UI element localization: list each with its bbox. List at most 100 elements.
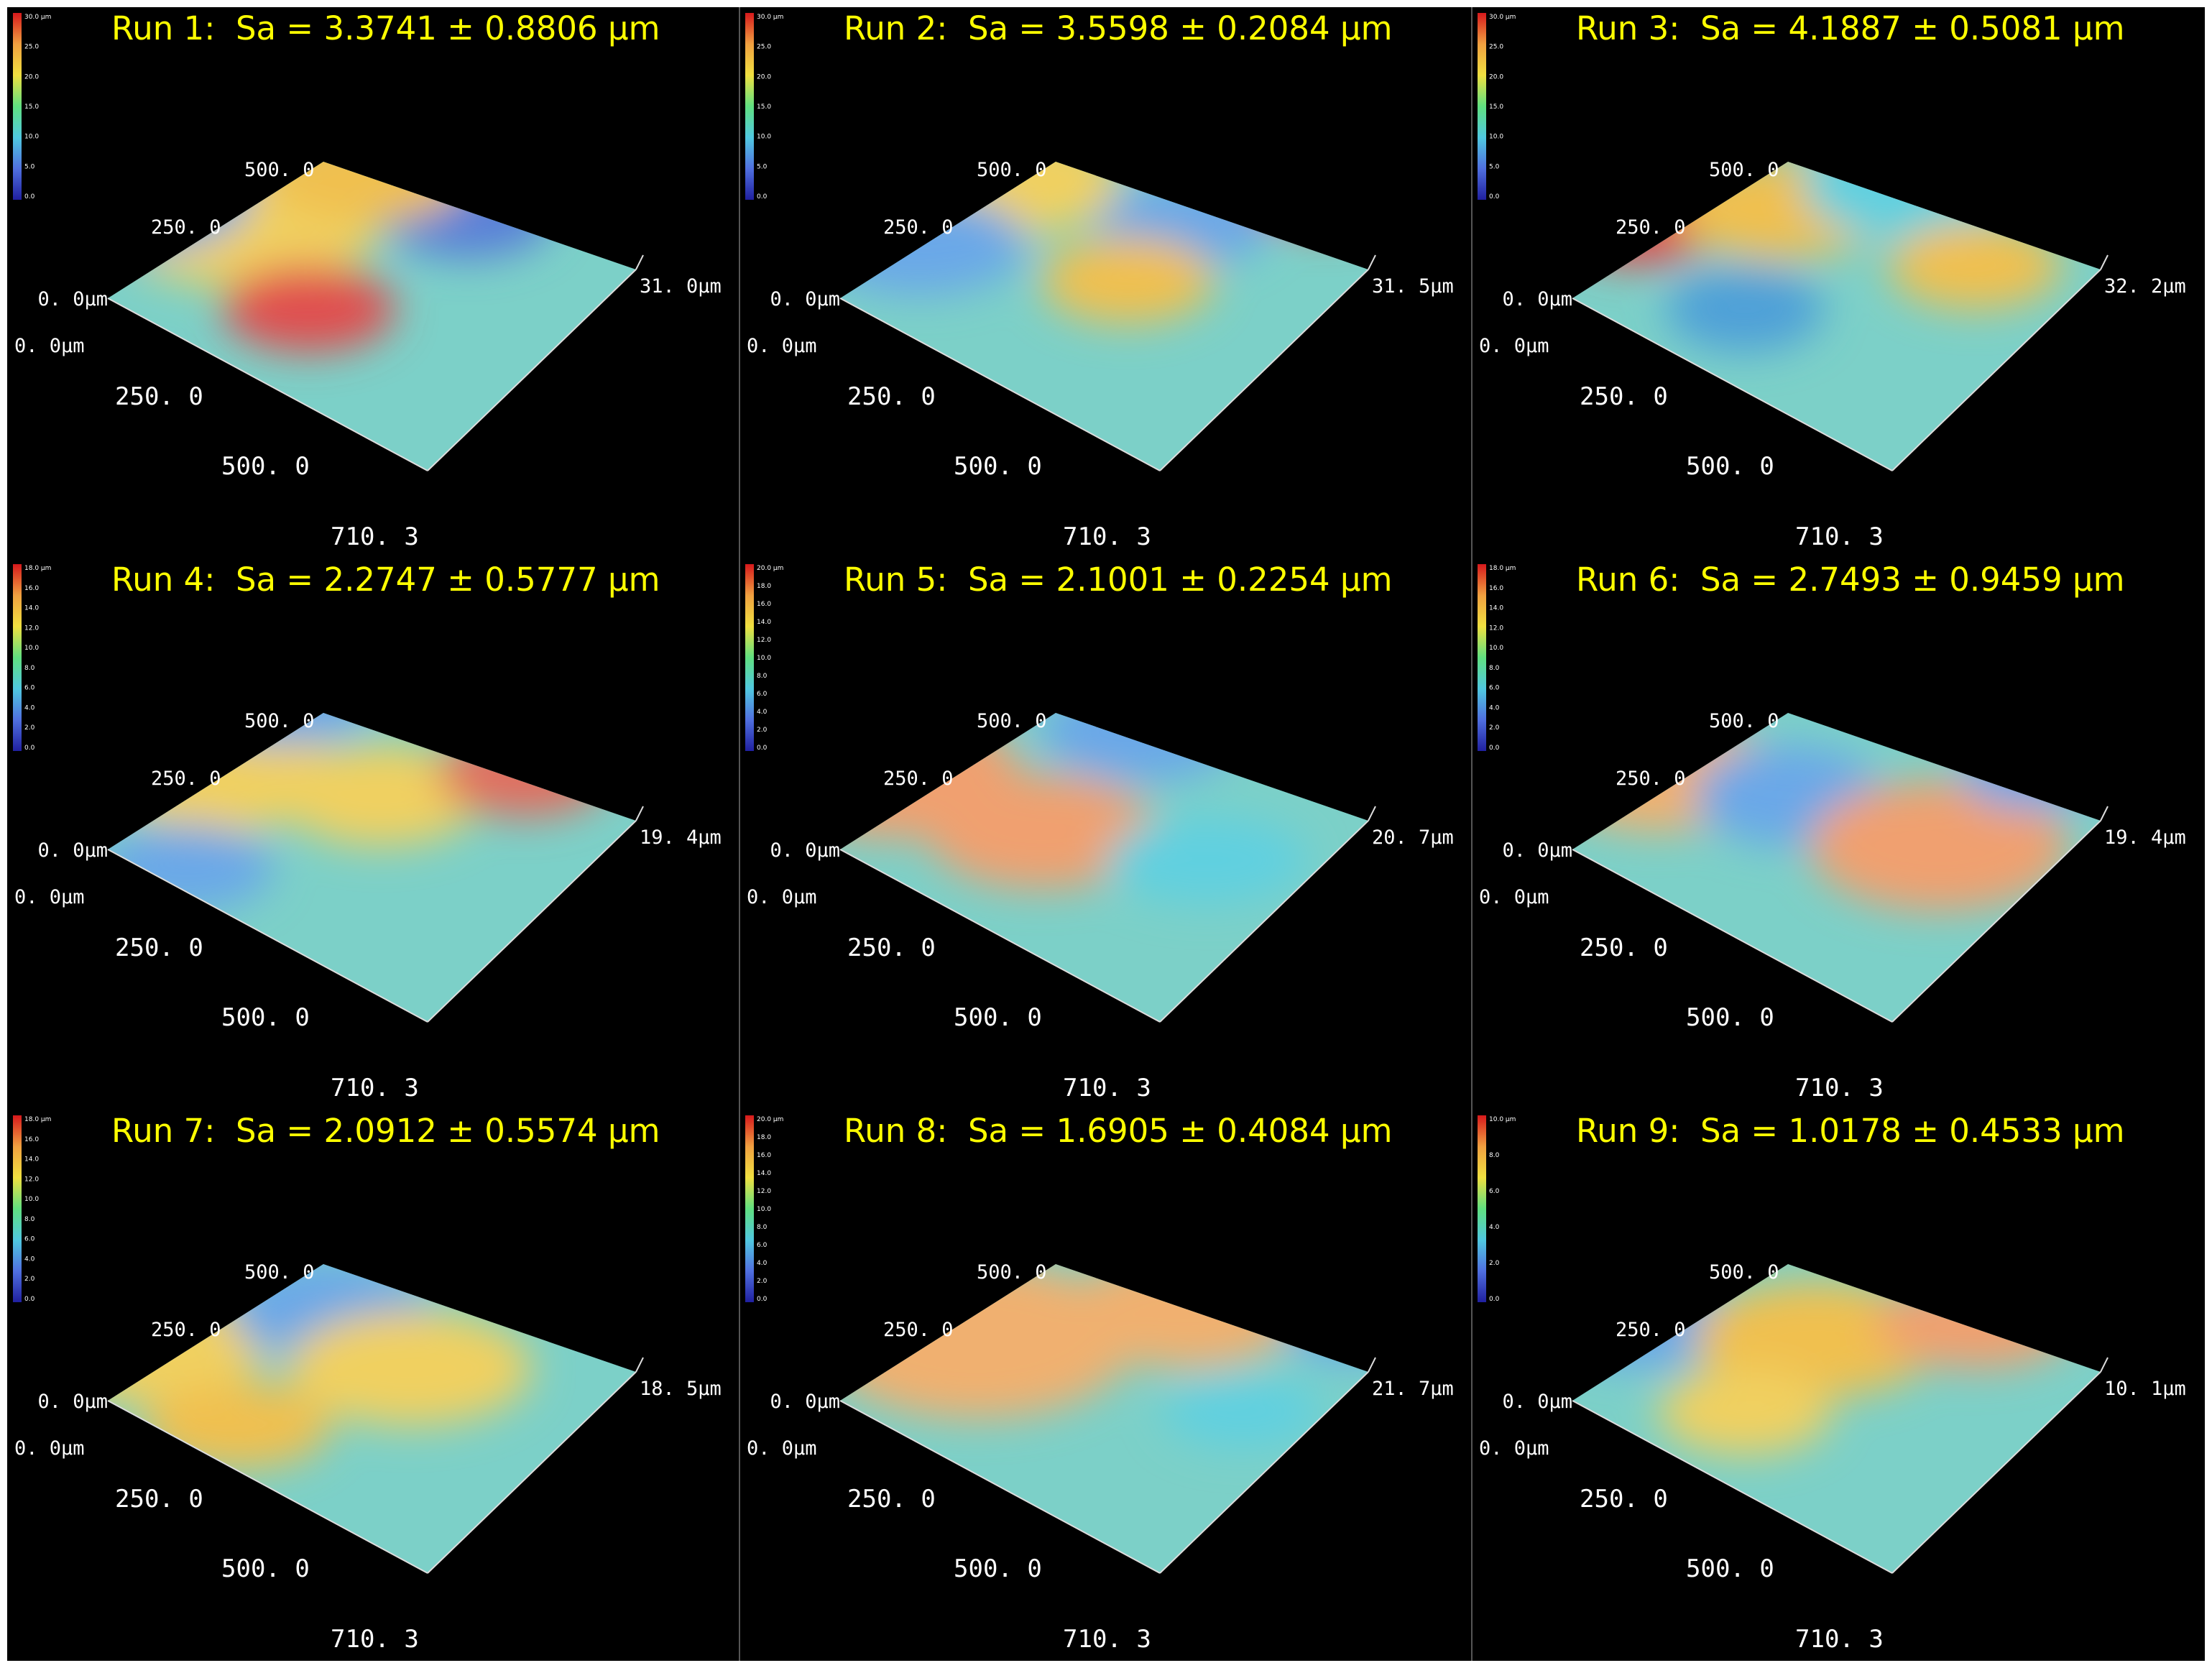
axis-line (427, 1371, 637, 1574)
color-scale-tick-label: 10.0 (24, 1196, 39, 1203)
color-scale-tick-label: 14.0 (24, 1156, 39, 1164)
axis-x-end-label: 500. 0 (1686, 1003, 1774, 1032)
axis-line (1159, 820, 1369, 1023)
axis-origin-label-bottom: 0. 0µm (1479, 1437, 1549, 1460)
surface-panel-run-5: 20.0 µm 18.0 16.0 14.0 12.0 10.0 8.0 6.0 4.0 2.0 0… (739, 558, 1471, 1110)
axis-line (1891, 269, 2101, 471)
axis-x-far-label: 710. 3 (1795, 522, 1884, 551)
axis-line (839, 849, 1161, 1023)
color-scale-tick-label: 0.0 (757, 193, 768, 201)
axis-line (2100, 806, 2109, 821)
color-scale-tick-label: 6.0 (1489, 685, 1500, 692)
axis-y-mid-label: 250. 0 (1616, 768, 1686, 790)
color-scale-tick-label: 6.0 (1489, 1188, 1500, 1195)
axis-origin-label-bottom: 0. 0µm (1479, 335, 1549, 357)
color-scale-tick-label: 10.0 (1489, 134, 1503, 141)
axis-x-mid-label: 250. 0 (1580, 382, 1668, 411)
surface-region (108, 824, 273, 911)
surface-region (1802, 162, 2004, 237)
axis-y-mid-label: 250. 0 (1616, 216, 1686, 239)
axis-x-far-label: 710. 3 (1063, 1625, 1151, 1654)
surface-region (1070, 1264, 1300, 1368)
color-scale-tick-label: 15.0 (1489, 103, 1503, 111)
color-scale-tick-label: 20.0 (757, 73, 771, 80)
axis-origin-label-left: 0. 0µm (770, 288, 840, 310)
color-scale-max-label: 20.0 µm (757, 565, 783, 572)
color-scale-tick-label: 12.0 (757, 1188, 771, 1195)
surface-region (144, 1383, 331, 1469)
axis-line (1368, 1357, 1376, 1373)
color-scale-tick-label: 2.0 (24, 1276, 35, 1283)
axis-y-end-label: 500. 0 (1709, 159, 1779, 181)
figure-frame: 30.0 µm 25.0 20.0 15.0 10.0 5.0 0.0 0. 0µm 0. 0µ… (7, 7, 2205, 1661)
panel-title: Run 8: Sa = 1.6905 ± 0.4084 µm (844, 1112, 1393, 1150)
color-scale-bar (13, 564, 22, 751)
panel-title: Run 4: Sa = 2.2747 ± 0.5777 µm (111, 561, 660, 599)
axis-line (1368, 806, 1376, 821)
color-scale-tick-label: 10.0 (757, 1206, 771, 1213)
color-scale-tick-label: 15.0 (24, 103, 39, 111)
color-scale-tick-label: 4.0 (1489, 704, 1500, 711)
color-scale-max-label: 30.0 µm (1489, 14, 1516, 21)
color-scale-bar (1478, 1115, 1486, 1302)
axis-line (107, 1400, 428, 1574)
surface-panel-run-4: 18.0 µm 16.0 14.0 12.0 10.0 8.0 6.0 4.0 2.0 0.0 0.… (7, 558, 739, 1110)
axis-origin-label-left: 0. 0µm (1502, 839, 1572, 862)
axis-origin-label-bottom: 0. 0µm (14, 1437, 85, 1460)
surface-region (1163, 1376, 1322, 1447)
axis-origin-label-left: 0. 0µm (37, 288, 108, 310)
axis-x-far-label: 710. 3 (1063, 522, 1151, 551)
surface-panel-run-6: 18.0 µm 16.0 14.0 12.0 10.0 8.0 6.0 4.0 2.0 0.0 0.… (1472, 558, 2203, 1110)
color-scale-tick-label: 10.0 (24, 645, 39, 652)
color-scale-bar (745, 13, 754, 200)
color-scale-tick-label: 25.0 (24, 44, 39, 51)
color-scale-tick-label: 14.0 (24, 605, 39, 612)
axis-x-mid-label: 250. 0 (1580, 1485, 1668, 1513)
color-scale-max-label: 30.0 µm (757, 14, 783, 21)
axis-x-mid-label: 250. 0 (847, 934, 936, 962)
axis-z-max-label: 31. 0µm (640, 275, 722, 298)
axis-origin-label-bottom: 0. 0µm (14, 335, 85, 357)
surface-plot: 18.0 µm 16.0 14.0 12.0 10.0 8.0 6.0 4.0 2.0 0.0 0.… (13, 564, 722, 1102)
color-scale-bar (745, 1115, 754, 1302)
color-scale-tick-label: 0.0 (1489, 745, 1500, 752)
surface-plot: 30.0 µm 25.0 20.0 15.0 10.0 5.0 0.0 0. 0µm 0. 0µ… (1478, 13, 2186, 551)
color-scale-tick-label: 14.0 (757, 1170, 771, 1177)
axis-line (1159, 1371, 1369, 1574)
surface-region (1874, 1282, 2075, 1368)
color-scale-tick-label: 15.0 (757, 103, 771, 111)
color-scale-tick-label: 0.0 (24, 745, 35, 752)
axis-x-end-label: 500. 0 (954, 1003, 1042, 1032)
surface-region (926, 774, 1156, 889)
surface-region (223, 266, 395, 352)
color-scale-tick-label: 8.0 (1489, 665, 1500, 672)
column-divider (739, 7, 740, 1661)
axis-x-end-label: 500. 0 (1686, 1554, 1774, 1583)
axis-origin-label-bottom: 0. 0µm (747, 335, 817, 357)
surface-plot: 18.0 µm 16.0 14.0 12.0 10.0 8.0 6.0 4.0 2.0 0.0 0.… (1478, 564, 2186, 1102)
surface-region (1666, 266, 1824, 352)
panel-title: Run 6: Sa = 2.7493 ± 0.9459 µm (1576, 561, 2125, 599)
axis-y-end-label: 500. 0 (1709, 710, 1779, 732)
axis-x-mid-label: 250. 0 (847, 382, 936, 411)
color-scale-max-label: 10.0 µm (1489, 1116, 1516, 1123)
color-scale-tick-label: 16.0 (24, 1136, 39, 1143)
color-scale-tick-label: 6.0 (757, 691, 768, 698)
color-scale-max-label: 20.0 µm (757, 1116, 783, 1123)
color-scale-tick-label: 8.0 (1489, 1152, 1500, 1159)
axis-x-mid-label: 250. 0 (115, 382, 203, 411)
axis-x-mid-label: 250. 0 (115, 934, 203, 962)
axis-line (427, 820, 637, 1023)
surface-region (438, 731, 611, 817)
axis-origin-label-left: 0. 0µm (770, 839, 840, 862)
color-scale-tick-label: 8.0 (757, 1224, 768, 1231)
color-scale-tick-label: 0.0 (24, 193, 35, 201)
color-scale-bar (1478, 13, 1486, 200)
axis-line (1891, 820, 2101, 1023)
color-scale-tick-label: 8.0 (757, 673, 768, 680)
surface-panel-run-2: 30.0 µm 25.0 20.0 15.0 10.0 5.0 0.0 0. 0µm 0. 0µ… (739, 7, 1471, 558)
axis-y-mid-label: 250. 0 (151, 768, 221, 790)
axis-x-end-label: 500. 0 (221, 452, 310, 481)
surface-plot: 30.0 µm 25.0 20.0 15.0 10.0 5.0 0.0 0. 0µm 0. 0µ… (13, 13, 722, 551)
axis-origin-label-left: 0. 0µm (37, 1391, 108, 1413)
